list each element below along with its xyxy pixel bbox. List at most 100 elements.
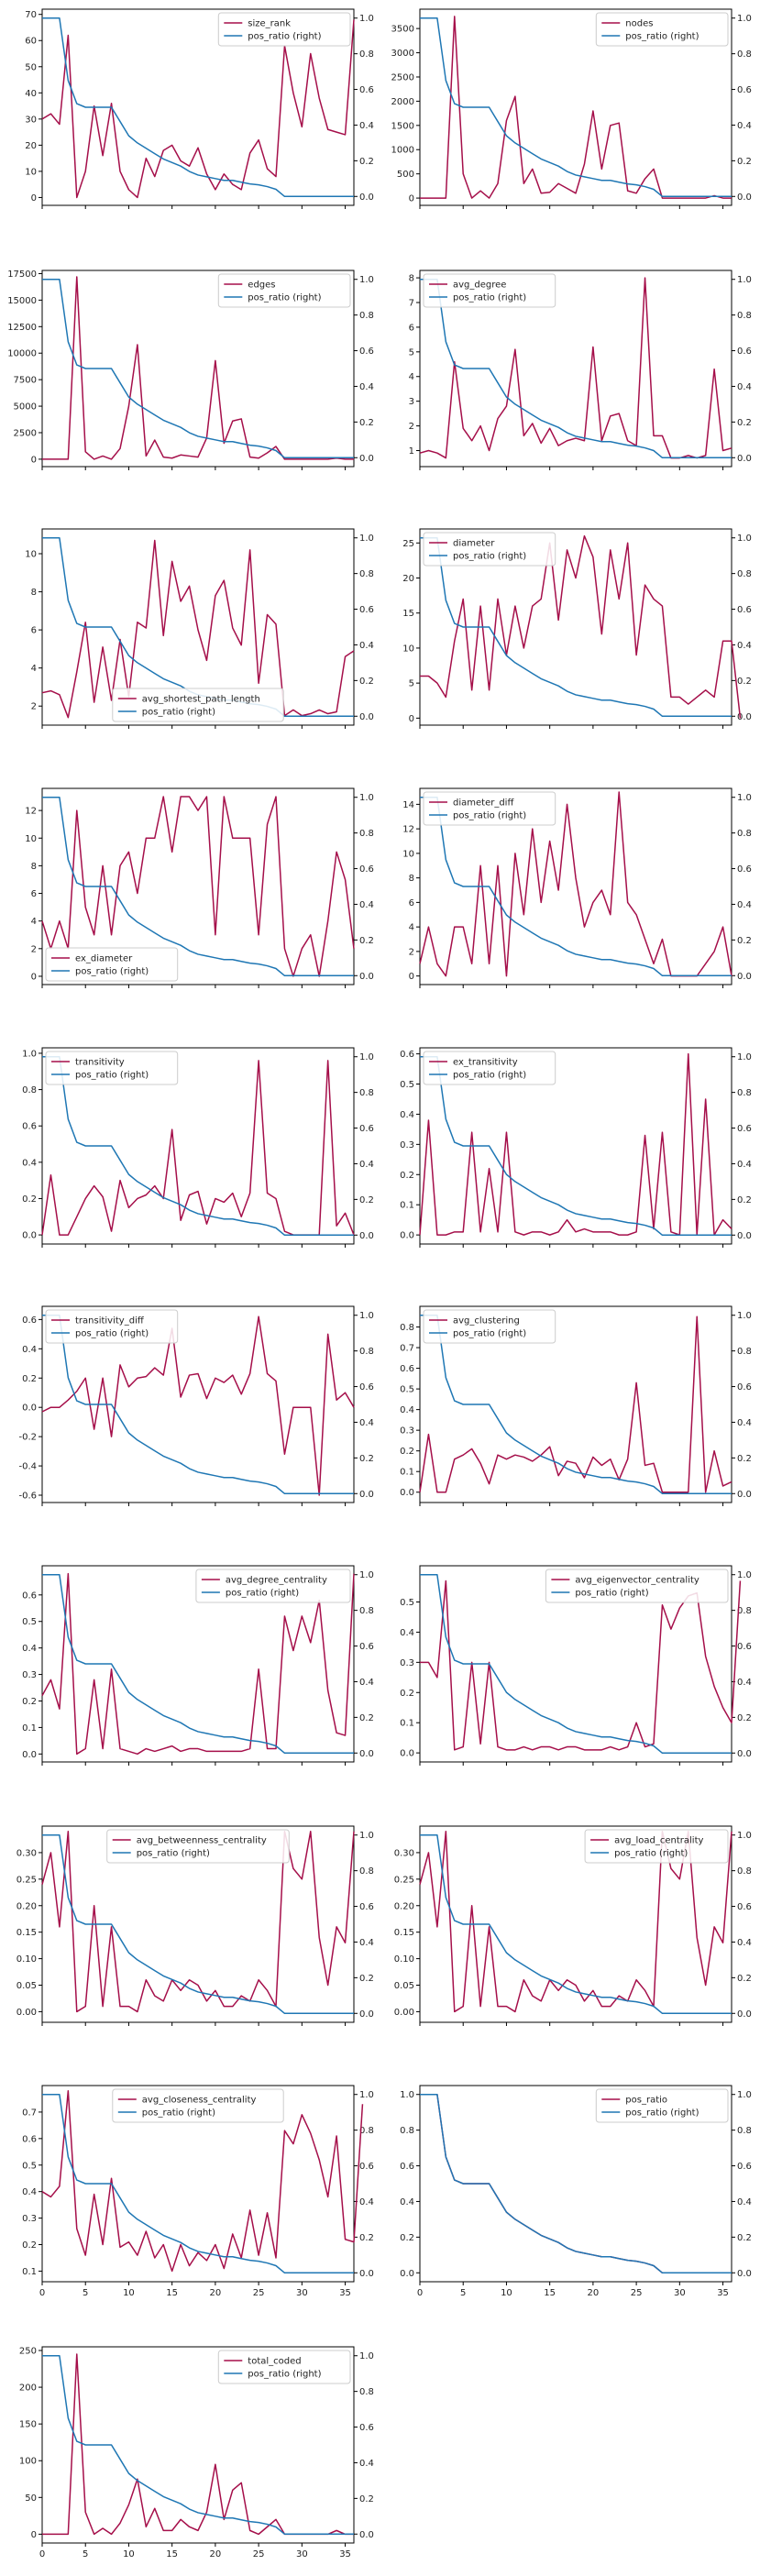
- right-tick-label: 0.6: [737, 1642, 752, 1652]
- left-tick-label: 0.6: [400, 1050, 414, 1060]
- right-tick-label: 0.8: [737, 1606, 752, 1616]
- legend-box: [217, 12, 351, 47]
- chart-panel-diameter: 0 5 10 15 20 25 0.0 0.2 0.4 0.6 0.8 1.0 diameter pos_…: [402, 528, 752, 729]
- chart-panel-diameter_diff: 0 2 4 6 8 10 12 14 0.0 0.2 0.4 0.6 0.8 1.0 diameter_di…: [402, 787, 752, 988]
- legend: size_rank pos_ratio (right): [217, 12, 351, 47]
- right-tick-label: 0.0: [359, 2009, 374, 2020]
- x-tick-label: 15: [166, 2288, 178, 2298]
- x-tick-label: 25: [253, 2288, 265, 2298]
- legend-label: nodes: [625, 19, 653, 29]
- right-tick-label: 0.4: [359, 121, 374, 131]
- right-tick-label: 0.2: [737, 1713, 752, 1723]
- left-tick-label: 2: [409, 422, 414, 432]
- series-line-ex_diameter: [41, 796, 355, 977]
- series-line-pos-ratio-right: [420, 278, 732, 459]
- series-line-avg_clustering: [419, 1316, 732, 1493]
- left-tick-label: 5: [409, 679, 414, 689]
- left-tick-label: 40: [25, 89, 37, 99]
- chart-panel-avg_degree_centrality: 0.0 0.1 0.2 0.3 0.4 0.5 0.6 0.0 0.2 0.4 0.6 0.8 1.0 a…: [22, 1565, 374, 1766]
- left-tick-label: 0.3: [400, 1140, 414, 1150]
- right-tick-label: 0.8: [737, 1866, 752, 1877]
- right-tick-label: 0.4: [737, 121, 752, 131]
- left-tick-label: 0.25: [394, 1875, 414, 1885]
- legend-label: avg_eigenvector_centrality: [575, 1576, 699, 1586]
- plot-frame: [419, 1825, 732, 2023]
- right-tick-label: 0.0: [359, 454, 374, 464]
- legend-label: avg_betweenness_centrality: [137, 1836, 267, 1846]
- left-tick-label: 10: [25, 167, 37, 177]
- left-tick-label: 10: [25, 550, 37, 560]
- right-tick-label: 0.4: [737, 641, 752, 651]
- legend-label: avg_closeness_centrality: [142, 2096, 257, 2106]
- left-tick-label: 0.0: [400, 1488, 414, 1498]
- legend-label: avg_degree: [453, 281, 506, 291]
- x-tick-label: 5: [460, 2288, 466, 2298]
- legend-label: avg_shortest_path_length: [142, 695, 260, 705]
- right-tick-label: 0.4: [737, 1678, 752, 1688]
- right-tick-label: 0.6: [359, 1902, 374, 1912]
- left-tick-label: 0.4: [22, 1345, 37, 1355]
- plot-frame: [41, 528, 355, 726]
- series-line-pos-ratio-right: [420, 536, 732, 718]
- left-tick-label: 12: [402, 825, 414, 835]
- left-tick-label: 0.2: [22, 1697, 37, 1707]
- right-tick-label: 0.8: [737, 50, 752, 60]
- chart-panel-pos_ratio: 0.0 0.2 0.4 0.6 0.8 1.0 0.0 0.2 0.4 0.6 0.8 1.0 0 5 10…: [400, 2085, 752, 2298]
- legend-box: [45, 1051, 179, 1085]
- chart-panel-edges: 0 2500 5000 7500 10000 12500 15000 17500 0.0 0.2 0…: [7, 270, 374, 470]
- series-line-pos-ratio-right: [420, 2093, 732, 2274]
- legend-label: pos_ratio (right): [142, 708, 215, 718]
- left-tick-label: 15000: [7, 296, 37, 306]
- left-tick-label: 0.4: [400, 1405, 414, 1415]
- right-tick-label: 0.2: [359, 157, 374, 167]
- right-tick-label: 0.8: [359, 829, 374, 839]
- left-tick-label: 100: [19, 2457, 37, 2467]
- legend-box: [595, 2088, 729, 2123]
- right-tick-label: 0.8: [737, 2126, 752, 2136]
- legend: avg_load_centrality pos_ratio (right): [584, 1829, 729, 1864]
- left-tick-label: 0.4: [22, 1158, 37, 1168]
- legend-label: edges: [248, 281, 275, 291]
- series-line-avg_closeness_centrality: [41, 2090, 364, 2273]
- series-line-pos-ratio-right: [42, 2354, 354, 2536]
- series-line-transitivity_diff: [41, 1316, 355, 1496]
- legend-label: pos_ratio (right): [75, 1329, 149, 1339]
- series-line-pos-ratio-right: [42, 2093, 354, 2274]
- x-tick-label: 0: [39, 2288, 45, 2298]
- legend-label: pos_ratio (right): [453, 552, 526, 562]
- right-tick-label: 0.8: [359, 1088, 374, 1098]
- left-tick-label: 0.30: [17, 1848, 37, 1858]
- right-tick-label: 1.0: [737, 2090, 752, 2100]
- legend-label: ex_transitivity: [453, 1058, 518, 1068]
- left-tick-label: 0.3: [400, 1426, 414, 1437]
- legend-box: [423, 791, 556, 826]
- series-line-pos-ratio-right: [42, 796, 354, 977]
- left-tick-label: 0.4: [400, 2197, 414, 2207]
- right-tick-label: 0.4: [359, 1678, 374, 1688]
- left-tick-label: 3: [409, 397, 414, 407]
- left-tick-label: 12: [25, 807, 37, 817]
- series-line-avg_eigenvector_centrality: [420, 1580, 742, 1751]
- legend-label: pos_ratio (right): [248, 32, 321, 42]
- legend-label: pos_ratio (right): [625, 32, 699, 42]
- right-tick-label: 0.2: [359, 418, 374, 428]
- left-tick-label: 1500: [391, 121, 414, 131]
- left-tick-label: 20: [402, 574, 414, 584]
- plot-frame: [419, 8, 732, 206]
- chart-panel-transitivity_diff: -0.6 -0.4 -0.2 0.0 0.2 0.4 0.6 0.0 0.2 0.4 0.6 0.8 1…: [18, 1305, 374, 1506]
- x-tick-label: 15: [166, 2549, 178, 2559]
- x-tick-label: 5: [83, 2288, 88, 2298]
- left-tick-label: 0: [409, 972, 414, 982]
- legend-label: transitivity: [75, 1058, 125, 1068]
- right-tick-label: 0.0: [359, 193, 374, 203]
- series-line-pos-ratio-right: [42, 1314, 354, 1495]
- right-tick-label: 0.2: [737, 1454, 752, 1464]
- plot-frame: [419, 2085, 732, 2283]
- series-line-diameter: [420, 534, 742, 719]
- legend-label: pos_ratio (right): [453, 1071, 526, 1081]
- left-tick-label: 0.15: [17, 1928, 37, 1938]
- left-tick-label: 1.0: [22, 1049, 37, 1059]
- right-tick-label: 0.2: [359, 2494, 374, 2504]
- right-tick-label: 0.6: [359, 1382, 374, 1393]
